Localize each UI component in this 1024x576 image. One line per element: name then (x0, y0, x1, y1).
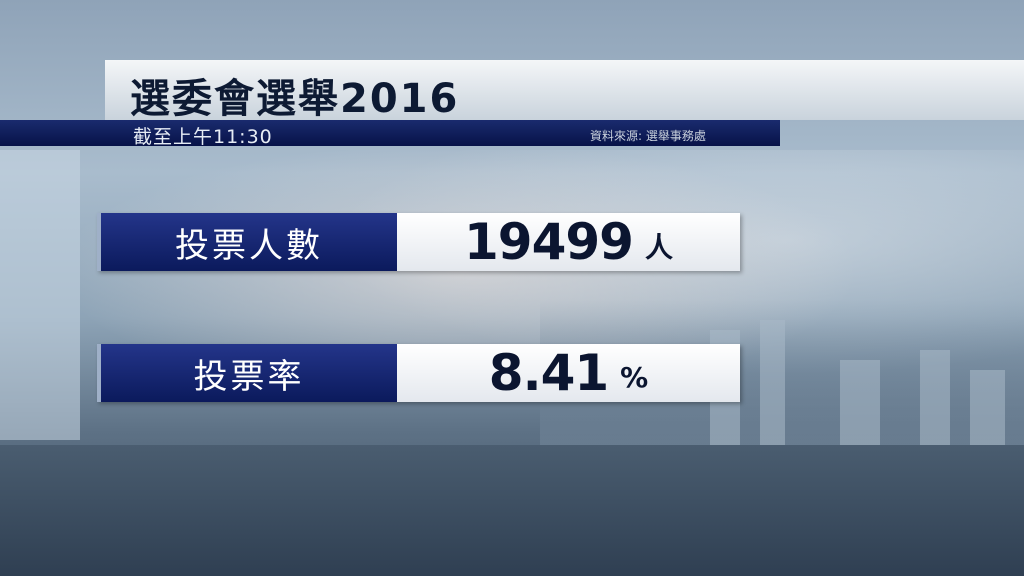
stat-label: 投票率 (97, 344, 397, 402)
side-frame (0, 150, 80, 440)
time-label: 截至上午11:30 (133, 126, 273, 148)
stat-value-box: 19499 人 (397, 213, 740, 271)
stat-unit: 人 (644, 231, 673, 264)
stat-row-turnout: 投票率 8.41 % (97, 344, 740, 402)
background-skyline (540, 300, 1024, 450)
title-band (105, 60, 1024, 120)
stat-value-box: 8.41 % (397, 344, 740, 402)
stat-value: 19499 (464, 213, 634, 271)
stat-label: 投票人數 (97, 213, 397, 271)
source-label: 資料來源: 選舉事務處 (590, 129, 706, 143)
background-water (0, 445, 1024, 576)
stat-unit: % (620, 360, 649, 394)
stat-row-voters: 投票人數 19499 人 (97, 213, 740, 271)
page-title: 選委會選舉2016 (130, 76, 460, 122)
stat-value: 8.41 (488, 344, 609, 402)
subtitle-band (0, 120, 780, 146)
